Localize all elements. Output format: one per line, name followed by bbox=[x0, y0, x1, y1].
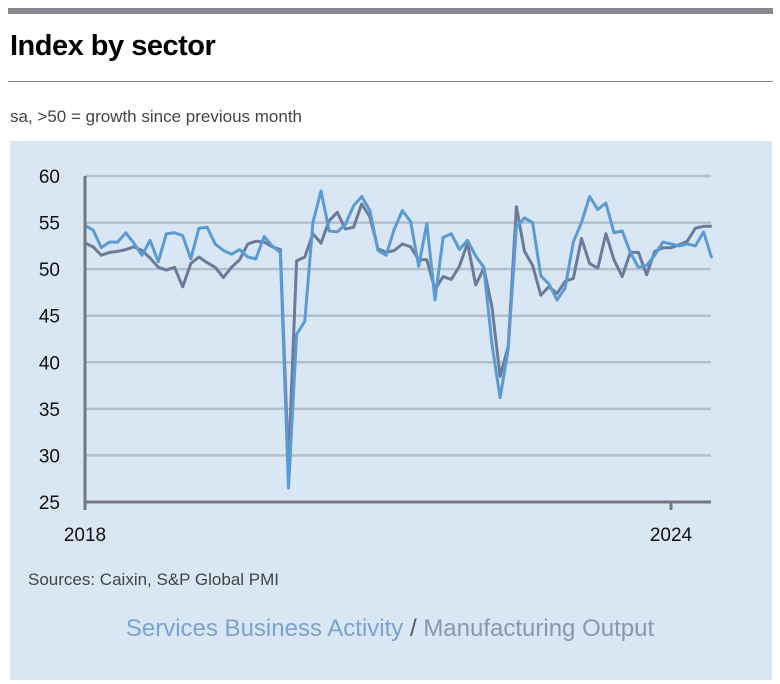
top-bar bbox=[8, 8, 773, 14]
page-title: Index by sector bbox=[10, 30, 216, 62]
y-tick-label: 55 bbox=[39, 214, 60, 235]
series-manufacturing-line bbox=[84, 202, 712, 467]
y-tick-label: 30 bbox=[39, 446, 60, 467]
title-divider bbox=[8, 81, 773, 82]
y-tick-label: 25 bbox=[39, 493, 60, 514]
y-tick-label: 35 bbox=[39, 400, 60, 421]
chart-subtitle: sa, >50 = growth since previous month bbox=[10, 107, 302, 126]
source-note: Sources: Caixin, S&P Global PMI bbox=[28, 570, 280, 589]
y-tick-label: 50 bbox=[39, 260, 60, 281]
y-tick-label: 60 bbox=[39, 167, 60, 188]
legend-separator: / bbox=[403, 615, 424, 642]
legend-services: Services Business Activity bbox=[125, 615, 404, 642]
y-tick-label: 40 bbox=[39, 353, 60, 374]
legend-manufacturing: Manufacturing Output bbox=[423, 615, 655, 642]
y-tick-label: 45 bbox=[39, 307, 60, 328]
series-services-line bbox=[84, 189, 714, 490]
x-tick-label: 2024 bbox=[650, 525, 693, 546]
chart-panel bbox=[10, 141, 772, 680]
legend: Services Business Activity / Manufacturi… bbox=[0, 615, 780, 643]
x-tick-label: 2018 bbox=[64, 525, 106, 546]
